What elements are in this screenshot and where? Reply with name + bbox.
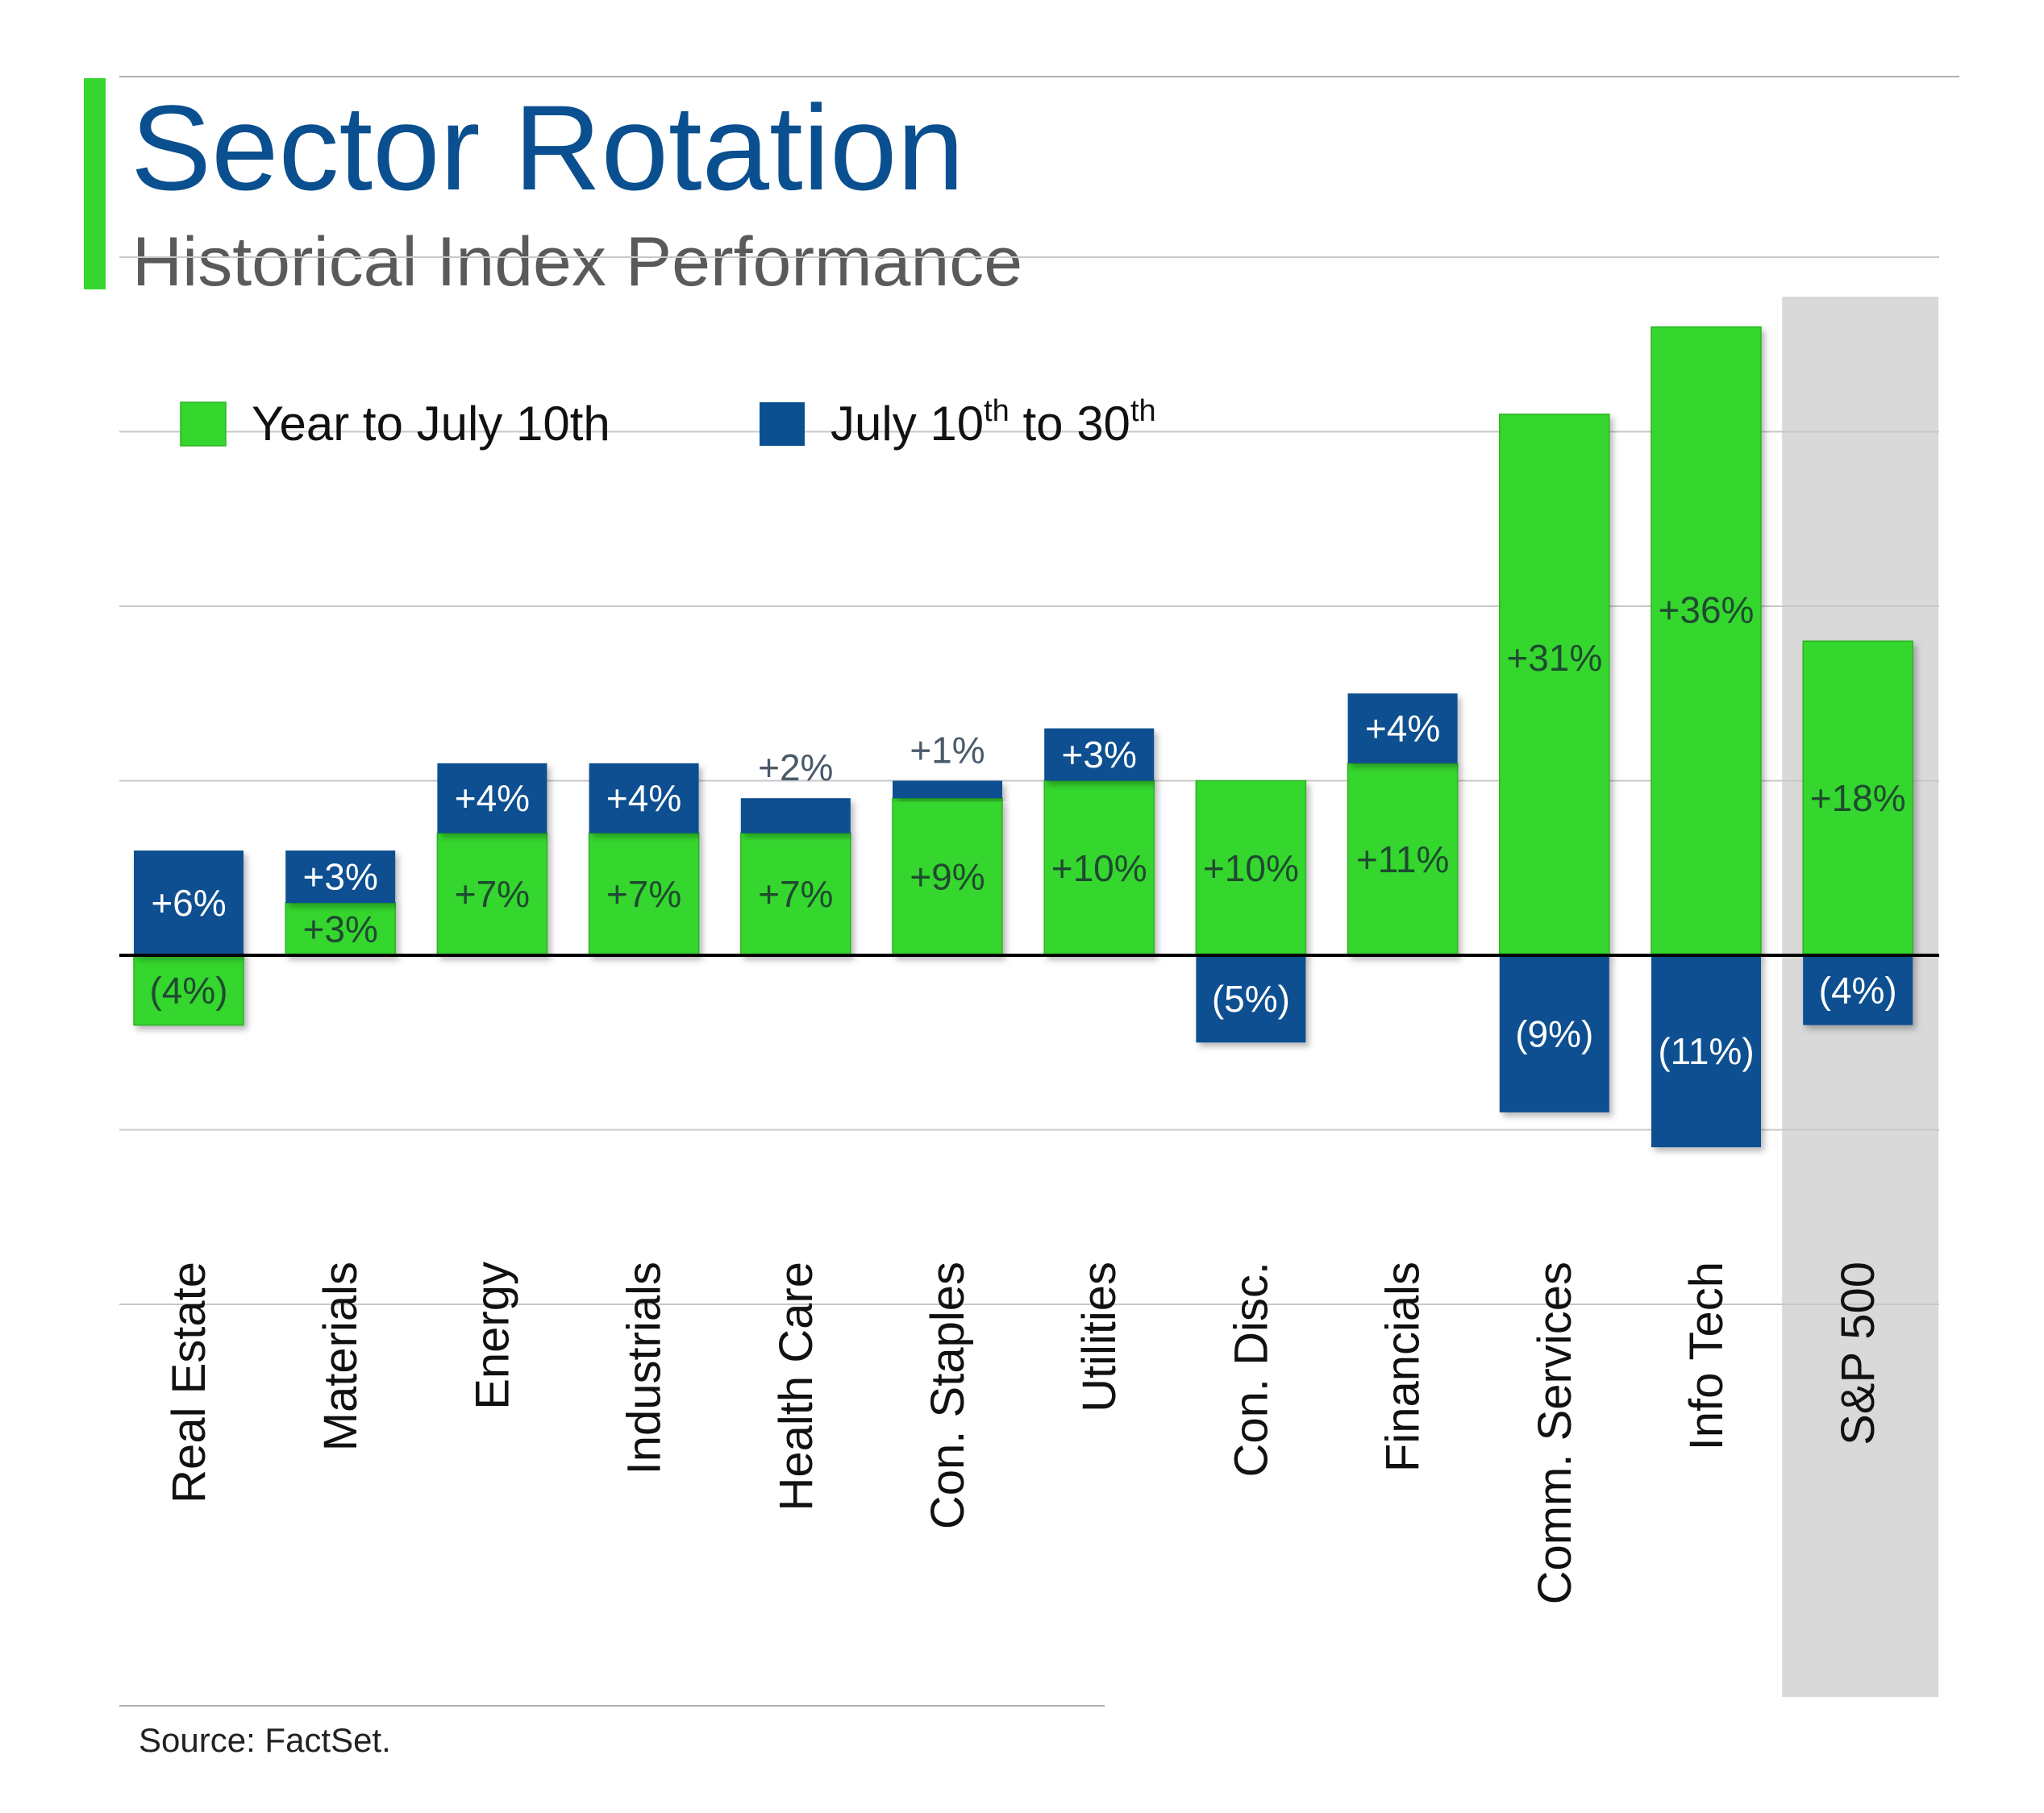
bar-year-utilities — [1043, 780, 1155, 956]
label-year-con-disc: +10% — [1203, 847, 1299, 889]
label-year-real-estate: (4%) — [149, 969, 227, 1011]
category-label-materials: Materials — [314, 1262, 367, 1451]
bar-year-con-disc — [1195, 780, 1307, 956]
label-year-comm-services: +31% — [1506, 637, 1602, 679]
legend-swatch-july — [760, 402, 805, 446]
bar-july-utilities — [1044, 728, 1155, 781]
category-label-financials: Financials — [1377, 1262, 1430, 1472]
bar-july-industrials — [589, 763, 699, 834]
legend: Year to July 10th July 10th to 30th — [180, 394, 1156, 451]
label-year-energy: +7% — [455, 873, 530, 915]
label-year-materials: +3% — [303, 909, 378, 950]
bar-year-info-tech — [1651, 326, 1762, 956]
category-labels: Real Estate Materials Energy Industrials Hea… — [163, 1262, 1884, 1604]
label-july-health-care: +2% — [758, 746, 833, 788]
bottom-rule — [119, 1705, 1105, 1707]
label-july-financials: +4% — [1365, 708, 1440, 750]
category-label-sandp-500: S&P 500 — [1832, 1262, 1884, 1445]
legend-swatch-year — [180, 401, 227, 447]
label-july-energy: +4% — [455, 777, 530, 819]
gridlines — [119, 256, 1939, 1305]
legend-label-year: Year to July 10th — [252, 397, 610, 451]
label-july-industrials: +4% — [606, 777, 681, 819]
category-label-energy: Energy — [466, 1262, 518, 1410]
label-july-comm-services: (9%) — [1515, 1013, 1593, 1054]
bar-july-con-disc — [1196, 955, 1306, 1043]
bar-year-industrials — [588, 832, 700, 956]
bar-july-health-care — [740, 798, 851, 834]
category-label-utilities: Utilities — [1073, 1262, 1126, 1412]
label-july-materials: +3% — [303, 856, 378, 898]
bar-july-sandp-500 — [1803, 955, 1913, 1025]
bar-year-health-care — [740, 832, 851, 956]
label-july-con-staples: +1% — [910, 730, 985, 771]
title-accent-bar — [84, 78, 106, 289]
bar-july-comm-services — [1499, 955, 1609, 1112]
bar-year-financials — [1347, 763, 1459, 956]
label-year-health-care: +7% — [758, 873, 833, 915]
bars — [133, 326, 1913, 1148]
chart-subtitle: Historical Index Performance — [132, 223, 1023, 301]
label-year-industrials: +7% — [606, 873, 681, 915]
bar-july-energy — [437, 763, 547, 834]
bar-year-con-staples — [892, 797, 1003, 956]
label-year-con-staples: +9% — [910, 856, 985, 898]
label-year-financials: +11% — [1356, 838, 1450, 880]
bar-year-comm-services — [1499, 414, 1610, 956]
chart-title: Sector Rotation — [131, 80, 964, 215]
bar-year-real-estate — [133, 954, 244, 1026]
category-label-comm-services: Comm. Services — [1529, 1262, 1581, 1604]
category-label-con-staples: Con. Staples — [922, 1262, 974, 1529]
label-year-info-tech: +36% — [1659, 588, 1755, 630]
legend-label-july: July 10th to 30th — [831, 394, 1156, 451]
bar-year-energy — [436, 832, 548, 956]
source-note: Source: FactSet. — [139, 1721, 391, 1759]
bar-july-financials — [1347, 693, 1458, 763]
label-year-sandp-500: +18% — [1810, 777, 1906, 819]
bar-year-sandp-500 — [1802, 640, 1913, 956]
bar-july-real-estate — [134, 850, 244, 955]
value-labels: (4%) +6% +3% +3% +7% +4% +7% +4% +7% +2% +9% +1% +10… — [149, 588, 1905, 1072]
category-label-industrials: Industrials — [618, 1262, 671, 1474]
label-july-sandp-500: (4%) — [1819, 969, 1897, 1011]
category-label-con-disc: Con. Disc. — [1225, 1262, 1277, 1478]
bar-july-info-tech — [1651, 955, 1761, 1148]
category-label-health-care: Health Care — [770, 1262, 822, 1511]
category-label-real-estate: Real Estate — [163, 1262, 215, 1503]
label-year-utilities: +10% — [1051, 847, 1147, 889]
bar-year-materials — [285, 902, 396, 956]
top-rule — [119, 76, 1959, 77]
bar-july-materials — [285, 850, 396, 904]
bar-july-con-staples — [893, 780, 1002, 799]
label-july-con-disc: (5%) — [1212, 978, 1290, 1020]
label-july-real-estate: +6% — [151, 882, 226, 924]
category-label-info-tech: Info Tech — [1680, 1262, 1733, 1450]
label-july-utilities: +3% — [1062, 734, 1137, 776]
label-july-info-tech: (11%) — [1658, 1030, 1754, 1072]
